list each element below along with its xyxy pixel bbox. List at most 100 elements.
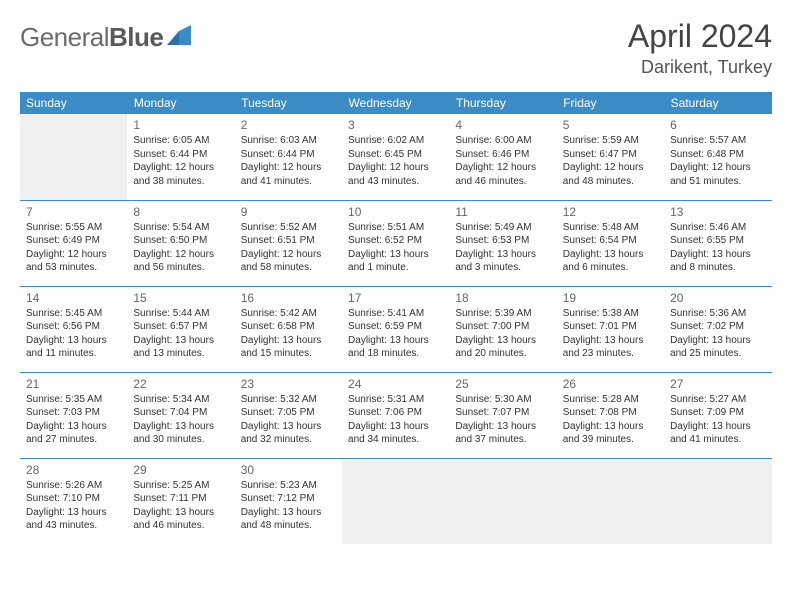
sunset-line: Sunset: 7:10 PM: [26, 492, 121, 506]
weekday-header: Wednesday: [342, 92, 449, 114]
sunrise-line: Sunrise: 5:48 AM: [563, 221, 658, 235]
calendar-cell: 6Sunrise: 5:57 AMSunset: 6:48 PMDaylight…: [664, 114, 771, 200]
sunset-line: Sunset: 6:52 PM: [348, 234, 443, 248]
sunrise-line: Sunrise: 5:52 AM: [241, 221, 336, 235]
day-number: 4: [455, 117, 550, 133]
calendar-cell: 13Sunrise: 5:46 AMSunset: 6:55 PMDayligh…: [664, 200, 771, 286]
daylight-line: Daylight: 12 hours and 43 minutes.: [348, 161, 443, 188]
sunrise-line: Sunrise: 5:27 AM: [670, 393, 765, 407]
day-number: 11: [455, 204, 550, 220]
sunrise-line: Sunrise: 5:34 AM: [133, 393, 228, 407]
calendar-cell: 15Sunrise: 5:44 AMSunset: 6:57 PMDayligh…: [127, 286, 234, 372]
day-number: 26: [563, 376, 658, 392]
day-number: 12: [563, 204, 658, 220]
sunset-line: Sunset: 7:02 PM: [670, 320, 765, 334]
daylight-line: Daylight: 13 hours and 8 minutes.: [670, 248, 765, 275]
weekday-header-row: Sunday Monday Tuesday Wednesday Thursday…: [20, 92, 772, 114]
daylight-line: Daylight: 13 hours and 11 minutes.: [26, 334, 121, 361]
calendar-cell-empty: [342, 458, 449, 544]
sunset-line: Sunset: 6:57 PM: [133, 320, 228, 334]
day-number: 23: [241, 376, 336, 392]
sunset-line: Sunset: 7:07 PM: [455, 406, 550, 420]
calendar-cell: 21Sunrise: 5:35 AMSunset: 7:03 PMDayligh…: [20, 372, 127, 458]
sunset-line: Sunset: 7:08 PM: [563, 406, 658, 420]
daylight-line: Daylight: 12 hours and 38 minutes.: [133, 161, 228, 188]
sunrise-line: Sunrise: 6:03 AM: [241, 134, 336, 148]
logo-text: GeneralBlue: [20, 22, 163, 53]
calendar-row: 7Sunrise: 5:55 AMSunset: 6:49 PMDaylight…: [20, 200, 772, 286]
day-number: 16: [241, 290, 336, 306]
calendar-cell: 12Sunrise: 5:48 AMSunset: 6:54 PMDayligh…: [557, 200, 664, 286]
sunset-line: Sunset: 7:00 PM: [455, 320, 550, 334]
day-number: 15: [133, 290, 228, 306]
sunset-line: Sunset: 6:49 PM: [26, 234, 121, 248]
sunrise-line: Sunrise: 5:30 AM: [455, 393, 550, 407]
calendar-row: 14Sunrise: 5:45 AMSunset: 6:56 PMDayligh…: [20, 286, 772, 372]
sunset-line: Sunset: 6:44 PM: [241, 148, 336, 162]
calendar-cell: 2Sunrise: 6:03 AMSunset: 6:44 PMDaylight…: [235, 114, 342, 200]
calendar-cell: 27Sunrise: 5:27 AMSunset: 7:09 PMDayligh…: [664, 372, 771, 458]
sunrise-line: Sunrise: 6:05 AM: [133, 134, 228, 148]
daylight-line: Daylight: 12 hours and 58 minutes.: [241, 248, 336, 275]
calendar-cell: 29Sunrise: 5:25 AMSunset: 7:11 PMDayligh…: [127, 458, 234, 544]
day-number: 22: [133, 376, 228, 392]
calendar-cell: 14Sunrise: 5:45 AMSunset: 6:56 PMDayligh…: [20, 286, 127, 372]
sunrise-line: Sunrise: 5:39 AM: [455, 307, 550, 321]
sunset-line: Sunset: 6:51 PM: [241, 234, 336, 248]
day-number: 6: [670, 117, 765, 133]
daylight-line: Daylight: 13 hours and 30 minutes.: [133, 420, 228, 447]
daylight-line: Daylight: 13 hours and 43 minutes.: [26, 506, 121, 533]
daylight-line: Daylight: 13 hours and 3 minutes.: [455, 248, 550, 275]
sunrise-line: Sunrise: 5:38 AM: [563, 307, 658, 321]
sunrise-line: Sunrise: 5:35 AM: [26, 393, 121, 407]
calendar-cell: 7Sunrise: 5:55 AMSunset: 6:49 PMDaylight…: [20, 200, 127, 286]
day-number: 28: [26, 462, 121, 478]
sunrise-line: Sunrise: 5:44 AM: [133, 307, 228, 321]
sunset-line: Sunset: 7:09 PM: [670, 406, 765, 420]
sunset-line: Sunset: 7:12 PM: [241, 492, 336, 506]
sunset-line: Sunset: 6:54 PM: [563, 234, 658, 248]
daylight-line: Daylight: 13 hours and 25 minutes.: [670, 334, 765, 361]
weekday-header: Tuesday: [235, 92, 342, 114]
sunset-line: Sunset: 7:03 PM: [26, 406, 121, 420]
daylight-line: Daylight: 13 hours and 18 minutes.: [348, 334, 443, 361]
daylight-line: Daylight: 13 hours and 20 minutes.: [455, 334, 550, 361]
title-block: April 2024 Darikent, Turkey: [628, 18, 772, 78]
logo-part2: Blue: [109, 22, 163, 52]
logo-part1: General: [20, 22, 109, 52]
daylight-line: Daylight: 13 hours and 13 minutes.: [133, 334, 228, 361]
logo-mark-icon: [167, 25, 193, 50]
sunrise-line: Sunrise: 5:55 AM: [26, 221, 121, 235]
sunset-line: Sunset: 6:53 PM: [455, 234, 550, 248]
sunrise-line: Sunrise: 5:23 AM: [241, 479, 336, 493]
sunrise-line: Sunrise: 5:32 AM: [241, 393, 336, 407]
daylight-line: Daylight: 12 hours and 41 minutes.: [241, 161, 336, 188]
sunset-line: Sunset: 7:06 PM: [348, 406, 443, 420]
day-number: 25: [455, 376, 550, 392]
calendar-cell: 5Sunrise: 5:59 AMSunset: 6:47 PMDaylight…: [557, 114, 664, 200]
sunset-line: Sunset: 6:47 PM: [563, 148, 658, 162]
sunset-line: Sunset: 6:48 PM: [670, 148, 765, 162]
sunset-line: Sunset: 6:58 PM: [241, 320, 336, 334]
daylight-line: Daylight: 12 hours and 51 minutes.: [670, 161, 765, 188]
calendar-cell-empty: [557, 458, 664, 544]
day-number: 10: [348, 204, 443, 220]
calendar-cell-empty: [664, 458, 771, 544]
month-title: April 2024: [628, 18, 772, 55]
sunrise-line: Sunrise: 5:45 AM: [26, 307, 121, 321]
calendar-row: 28Sunrise: 5:26 AMSunset: 7:10 PMDayligh…: [20, 458, 772, 544]
calendar-cell: 26Sunrise: 5:28 AMSunset: 7:08 PMDayligh…: [557, 372, 664, 458]
day-number: 21: [26, 376, 121, 392]
daylight-line: Daylight: 13 hours and 32 minutes.: [241, 420, 336, 447]
sunrise-line: Sunrise: 5:26 AM: [26, 479, 121, 493]
day-number: 19: [563, 290, 658, 306]
day-number: 5: [563, 117, 658, 133]
daylight-line: Daylight: 12 hours and 56 minutes.: [133, 248, 228, 275]
day-number: 14: [26, 290, 121, 306]
calendar-cell-empty: [449, 458, 556, 544]
daylight-line: Daylight: 13 hours and 23 minutes.: [563, 334, 658, 361]
header: GeneralBlue April 2024 Darikent, Turkey: [20, 18, 772, 78]
calendar-cell: 22Sunrise: 5:34 AMSunset: 7:04 PMDayligh…: [127, 372, 234, 458]
calendar-cell: 11Sunrise: 5:49 AMSunset: 6:53 PMDayligh…: [449, 200, 556, 286]
daylight-line: Daylight: 12 hours and 48 minutes.: [563, 161, 658, 188]
